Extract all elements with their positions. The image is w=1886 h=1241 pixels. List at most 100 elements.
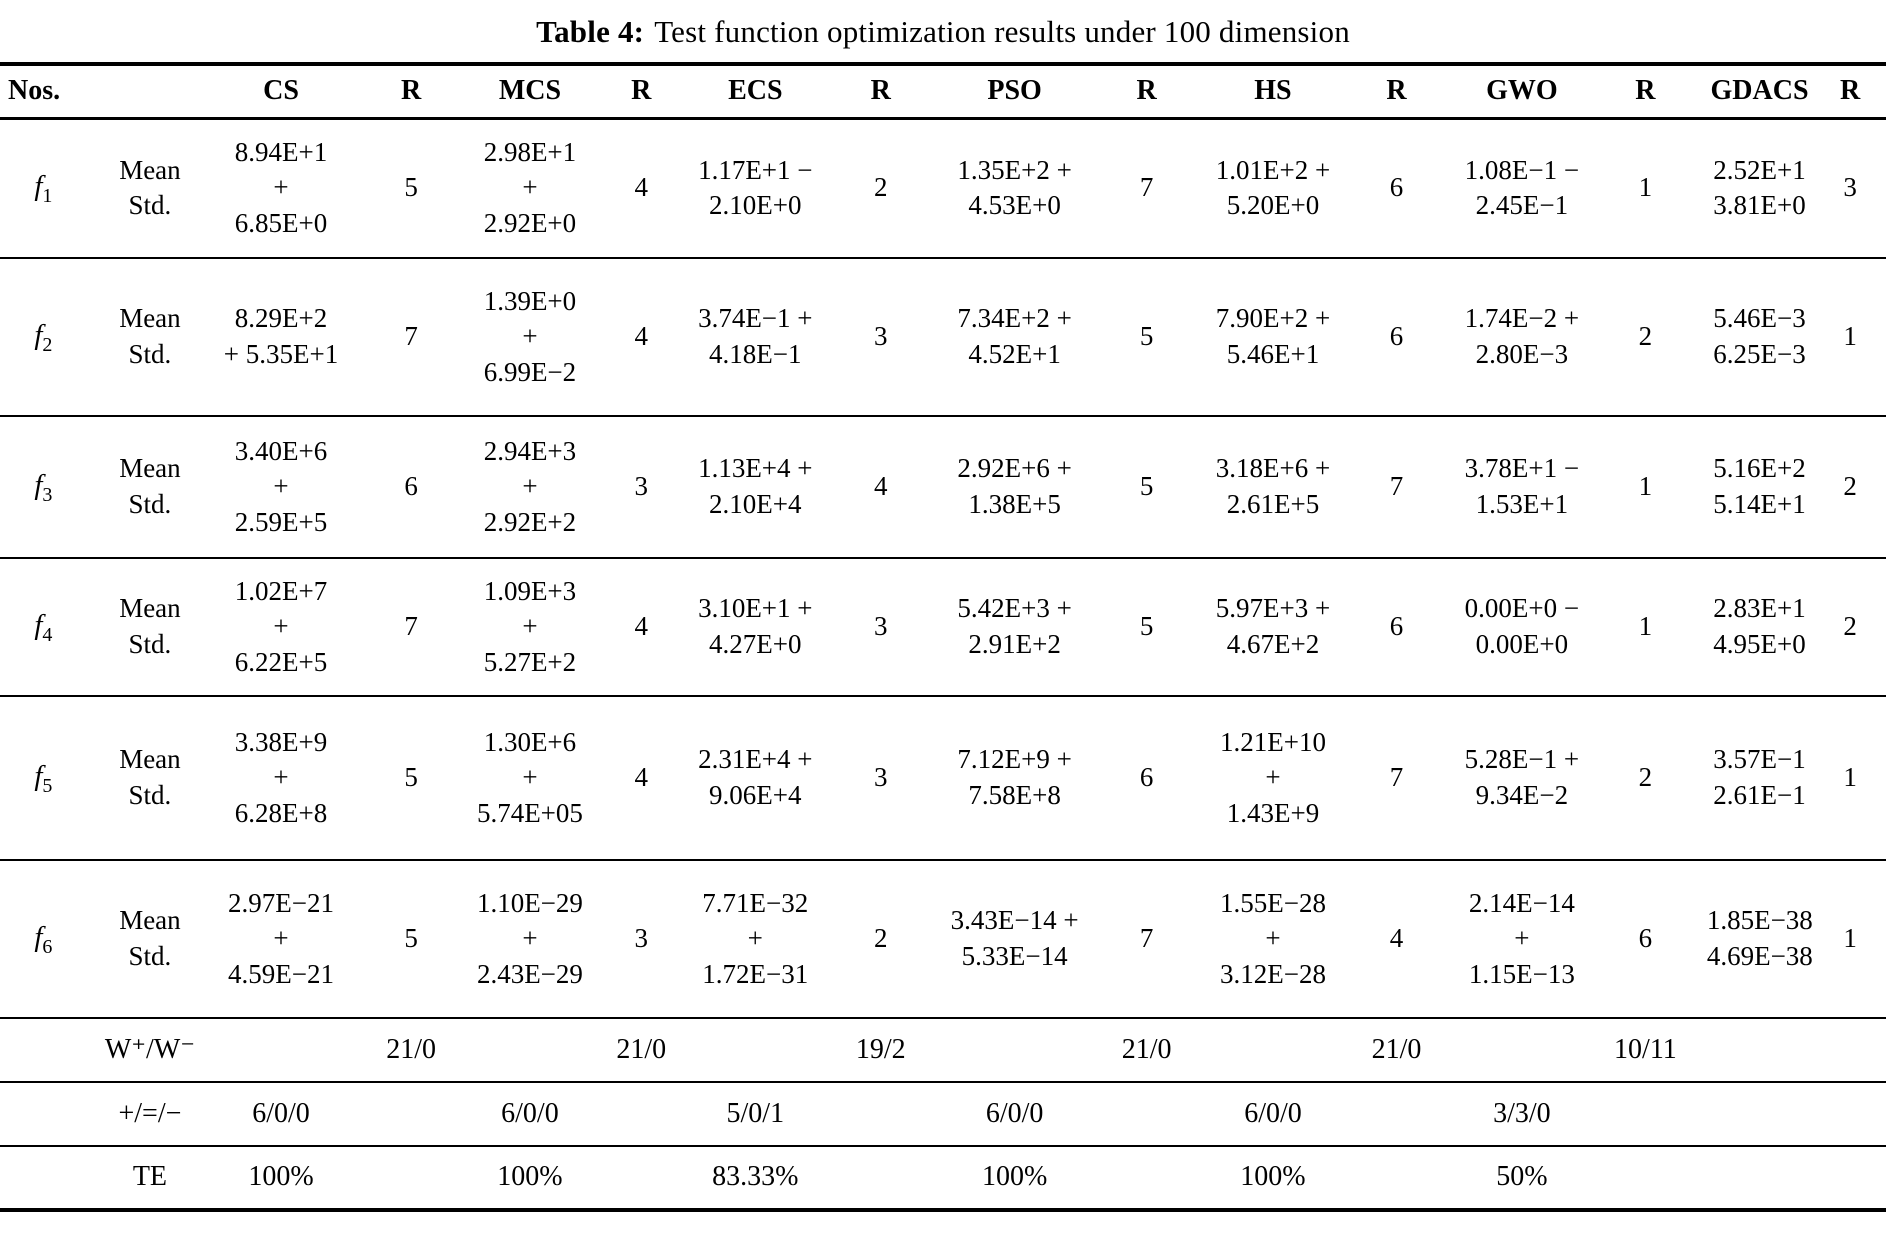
col-header-r: R (631, 75, 652, 107)
col-header-gdacs: GDACS (1710, 75, 1809, 107)
cell-value: 1.74E−2 + 2.80E−3 (1464, 303, 1580, 369)
cell-value: 3.40E+6 + 2.59E+5 (234, 435, 328, 537)
table-caption-number: Table 4: (536, 14, 645, 49)
empty-cell (1083, 1082, 1211, 1146)
summary-label: +/=/− (118, 1097, 182, 1129)
cell-rank: 4 (634, 172, 648, 203)
cell-rank: 2 (873, 923, 888, 954)
cell-value: 1.39E+0 + 6.99E−2 (483, 285, 577, 387)
cell-value: 1.21E+10 + 1.43E+9 (1219, 726, 1326, 828)
table-row: f6 Mean Std. 2.97E−21 + 4.59E−21 5 1.10E−29 … (0, 860, 1886, 1018)
cell-rank: 4 (634, 321, 648, 352)
stat-label: Mean Std. (119, 303, 181, 369)
col-header-nos: Nos. (8, 75, 61, 107)
cell-value: 1.08E−1 − 2.45E−1 (1464, 154, 1580, 221)
empty-cell (947, 1018, 1083, 1082)
cell-value: 3.78E+1 − 1.53E+1 (1464, 453, 1580, 519)
empty-cell (349, 1082, 473, 1146)
function-symbol: f (34, 170, 43, 203)
summary-value: 50% (1496, 1161, 1548, 1193)
summary-value: 5/0/1 (726, 1097, 785, 1129)
empty-cell (1705, 1146, 1886, 1210)
summary-value: 100% (1240, 1161, 1306, 1193)
cell-rank: 1 (1638, 611, 1653, 642)
cell-rank: 7 (404, 611, 418, 642)
col-header-r: R (1839, 75, 1861, 107)
cell-rank: 1 (1843, 923, 1857, 954)
cell-rank: 7 (1389, 471, 1404, 502)
function-label: f6 (0, 860, 87, 1018)
function-label: f5 (0, 696, 87, 860)
summary-value: 100% (497, 1161, 563, 1193)
cell-value: 1.30E+6 + 5.74E+05 (476, 726, 583, 828)
empty-cell (1586, 1082, 1705, 1146)
table-row: f4 Mean Std. 1.02E+7 + 6.22E+5 7 1.09E+3 + 5… (0, 558, 1886, 696)
cell-value: 5.46E−3 6.25E−3 (1713, 303, 1806, 369)
summary-value: 100% (981, 1161, 1048, 1193)
empty-cell (1211, 1018, 1335, 1082)
function-index: 5 (42, 774, 53, 797)
cell-value: 2.14E−14 + 1.15E−13 (1468, 887, 1575, 989)
cell-value: 3.38E+9 + 6.28E+8 (234, 726, 328, 828)
cell-rank: 4 (634, 762, 648, 793)
cell-rank: 2 (1843, 471, 1857, 502)
cell-rank: 3 (634, 923, 648, 954)
summary-value: 10/11 (1614, 1033, 1677, 1065)
cell-rank: 7 (1139, 172, 1154, 203)
function-label: f2 (0, 258, 87, 416)
empty-cell (213, 1018, 349, 1082)
col-header-r: R (1635, 75, 1656, 107)
cell-rank: 3 (873, 321, 888, 352)
empty-cell (349, 1146, 473, 1210)
summary-label: W⁺/W⁻ (104, 1033, 196, 1065)
cell-value: 1.13E+4 + 2.10E+4 (698, 453, 813, 519)
table-caption-text: Test function optimization results under… (654, 14, 1350, 49)
col-header-hs: HS (1254, 75, 1292, 107)
cell-value: 3.43E−14 + 5.33E−14 (950, 905, 1079, 971)
cell-rank: 5 (404, 762, 418, 793)
cell-value: 3.57E−1 2.61E−1 (1713, 744, 1806, 810)
cell-rank: 2 (1638, 321, 1653, 352)
table-caption: Table 4: Test function optimization resul… (0, 0, 1886, 62)
col-header-mcs: MCS (498, 75, 562, 107)
col-header-r: R (401, 75, 422, 107)
cell-rank: 7 (1389, 762, 1404, 793)
cell-rank: 5 (404, 172, 418, 203)
table-row: f5 Mean Std. 3.38E+9 + 6.28E+8 5 1.30E+6 + 5… (0, 696, 1886, 860)
cell-value: 1.01E+2 + 5.20E+0 (1215, 154, 1331, 221)
cell-rank: 7 (404, 321, 418, 352)
cell-value: 7.34E+2 + 4.52E+1 (957, 303, 1072, 369)
cell-value: 2.83E+1 4.95E+0 (1713, 593, 1806, 659)
cell-value: 1.09E+3 + 5.27E+2 (483, 575, 577, 677)
col-header-r: R (870, 75, 891, 107)
summary-row: TE 100% 100% 83.33% 100% 100% 50% (0, 1146, 1886, 1210)
function-index: 2 (42, 333, 53, 356)
summary-value: 6/0/0 (1244, 1097, 1302, 1129)
cell-value: 7.90E+2 + 5.46E+1 (1215, 303, 1331, 369)
function-label: f1 (0, 118, 87, 258)
stat-label: Mean Std. (119, 453, 181, 519)
cell-rank: 3 (634, 471, 648, 502)
empty-cell (473, 1018, 586, 1082)
summary-value: 21/0 (1371, 1033, 1422, 1065)
cell-rank: 2 (1638, 762, 1653, 793)
cell-rank: 7 (1139, 923, 1154, 954)
cell-rank: 4 (873, 471, 888, 502)
summary-value: 21/0 (386, 1033, 437, 1065)
cell-value: 5.97E+3 + 4.67E+2 (1215, 593, 1331, 659)
cell-rank: 6 (1139, 762, 1154, 793)
cell-value: 2.52E+1 3.81E+0 (1713, 154, 1806, 221)
cell-value: 2.31E+4 + 9.06E+4 (698, 744, 813, 810)
stat-label: Mean Std. (119, 593, 181, 659)
cell-rank: 6 (1389, 611, 1404, 642)
cell-value: 1.17E+1 − 2.10E+0 (698, 154, 813, 221)
cell-rank: 4 (1389, 923, 1404, 954)
col-header-cs: CS (263, 75, 299, 107)
cell-rank: 1 (1843, 762, 1857, 793)
function-symbol: f (34, 608, 43, 641)
summary-value: 100% (248, 1161, 314, 1193)
empty-cell (1335, 1082, 1458, 1146)
cell-rank: 6 (1389, 172, 1404, 203)
stat-label: Mean Std. (119, 154, 181, 221)
cell-value: 7.12E+9 + 7.58E+8 (957, 744, 1072, 810)
